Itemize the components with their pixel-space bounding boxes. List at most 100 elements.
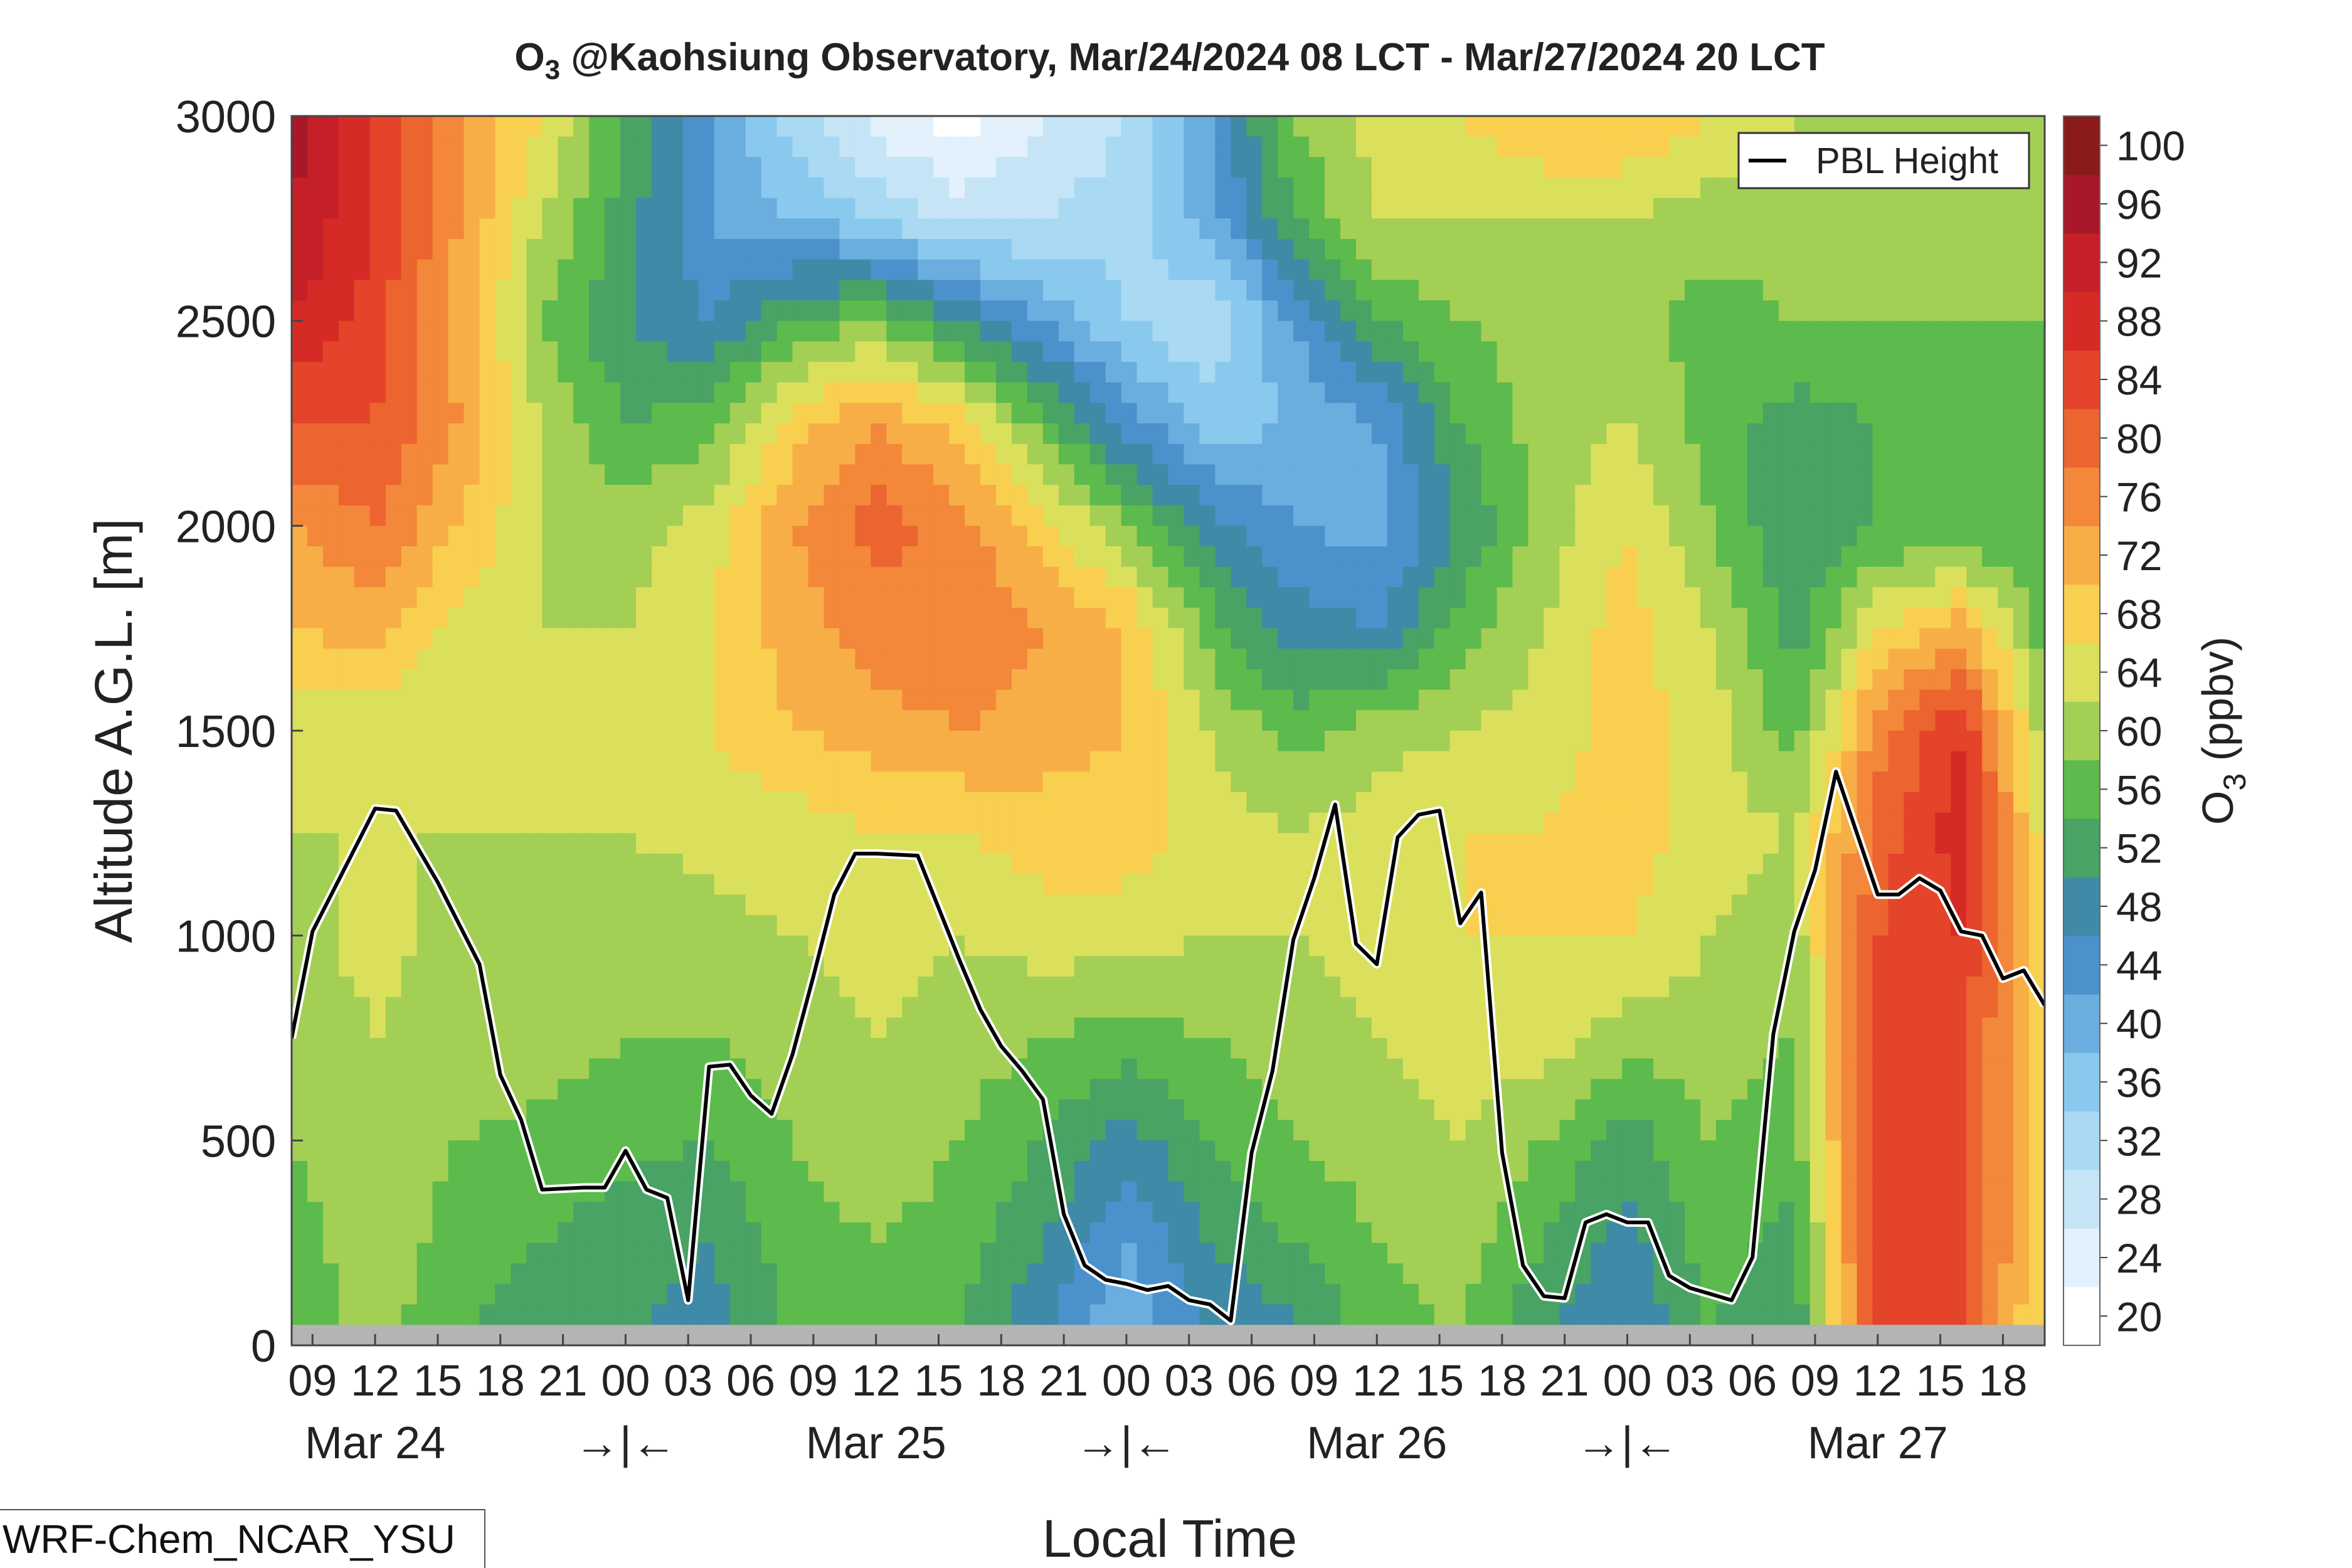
heatmap-cell xyxy=(667,526,684,547)
heatmap-cell xyxy=(636,710,652,731)
heatmap-cell xyxy=(1512,833,1529,854)
heatmap-cell xyxy=(1215,894,1232,916)
heatmap-cell xyxy=(980,628,997,650)
heatmap-cell xyxy=(1841,443,1858,465)
heatmap-cell xyxy=(1496,587,1513,608)
heatmap-cell xyxy=(902,259,919,281)
heatmap-cell xyxy=(1011,566,1028,588)
heatmap-cell xyxy=(698,833,715,854)
heatmap-cell xyxy=(1371,628,1388,650)
heatmap-cell xyxy=(1402,956,1419,977)
heatmap-cell xyxy=(1528,505,1545,527)
heatmap-cell xyxy=(965,587,981,608)
heatmap-cell xyxy=(1215,956,1232,977)
heatmap-cell xyxy=(620,443,637,465)
heatmap-cell xyxy=(542,546,559,568)
heatmap-cell xyxy=(322,1017,339,1039)
heatmap-cell xyxy=(1528,320,1545,342)
heatmap-cell xyxy=(1089,854,1106,875)
heatmap-cell xyxy=(1888,751,1905,773)
heatmap-cell xyxy=(542,894,559,916)
heatmap-cell xyxy=(714,689,731,711)
heatmap-cell xyxy=(1794,464,1811,485)
heatmap-cell xyxy=(980,854,997,875)
heatmap-cell xyxy=(1340,362,1357,383)
heatmap-cell xyxy=(338,956,355,977)
heatmap-cell xyxy=(1355,259,1372,281)
heatmap-cell xyxy=(1575,874,1592,896)
heatmap-cell xyxy=(839,423,856,445)
heatmap-cell xyxy=(1215,710,1232,731)
heatmap-cell xyxy=(839,792,856,813)
heatmap-cell xyxy=(322,116,339,137)
heatmap-cell xyxy=(1121,731,1138,752)
heatmap-cell xyxy=(1058,894,1075,916)
heatmap-cell xyxy=(1951,608,1968,629)
heatmap-cell xyxy=(1638,280,1654,301)
heatmap-cell xyxy=(322,177,339,199)
heatmap-cell xyxy=(1638,771,1654,793)
heatmap-cell xyxy=(385,935,402,957)
heatmap-cell xyxy=(1544,608,1560,629)
heatmap-cell xyxy=(1919,997,1936,1019)
heatmap-cell xyxy=(1496,915,1513,936)
heatmap-cell xyxy=(432,546,449,568)
heatmap-cell xyxy=(1199,239,1216,260)
heatmap-cell xyxy=(1496,403,1513,424)
heatmap-cell xyxy=(995,689,1012,711)
heatmap-cell xyxy=(432,915,449,936)
heatmap-cell xyxy=(511,566,527,588)
heatmap-cell xyxy=(1951,997,1968,1019)
heatmap-cell xyxy=(1355,792,1372,813)
heatmap-cell xyxy=(1262,894,1278,916)
heatmap-cell xyxy=(1293,546,1310,568)
heatmap-cell xyxy=(1184,689,1200,711)
heatmap-cell xyxy=(1278,239,1294,260)
heatmap-cell xyxy=(1857,915,1873,936)
heatmap-cell xyxy=(902,608,919,629)
heatmap-cell xyxy=(1340,320,1357,342)
heatmap-cell xyxy=(448,587,465,608)
heatmap-cell xyxy=(1591,259,1608,281)
heatmap-cell xyxy=(1669,935,1685,957)
heatmap-cell xyxy=(1778,812,1795,834)
heatmap-cell xyxy=(1371,792,1388,813)
heatmap-cell xyxy=(1418,894,1435,916)
heatmap-cell xyxy=(1246,116,1263,137)
heatmap-cell xyxy=(1011,362,1028,383)
heatmap-cell xyxy=(369,177,386,199)
heatmap-cell xyxy=(1966,894,1983,916)
heatmap-cell xyxy=(464,608,480,629)
heatmap-cell xyxy=(1042,792,1059,813)
heatmap-cell xyxy=(292,320,308,342)
heatmap-cell xyxy=(620,935,637,957)
heatmap-cell xyxy=(1919,423,1936,445)
heatmap-cell xyxy=(385,443,402,465)
heatmap-cell xyxy=(1809,423,1826,445)
heatmap-cell xyxy=(1622,177,1638,199)
heatmap-cell xyxy=(1794,710,1811,731)
heatmap-cell xyxy=(667,136,684,158)
heatmap-cell xyxy=(1168,280,1185,301)
heatmap-cell xyxy=(605,977,621,998)
heatmap-cell xyxy=(1778,792,1795,813)
heatmap-cell xyxy=(1528,116,1545,137)
heatmap-cell xyxy=(1278,894,1294,916)
heatmap-cell xyxy=(416,485,433,506)
heatmap-cell xyxy=(1309,566,1325,588)
heatmap-cell xyxy=(1966,485,1983,506)
heatmap-cell xyxy=(605,443,621,465)
heatmap-cell xyxy=(1747,854,1764,875)
heatmap-cell xyxy=(1325,280,1341,301)
heatmap-cell xyxy=(965,935,981,957)
heatmap-cell xyxy=(1496,198,1513,220)
heatmap-cell xyxy=(1669,915,1685,936)
heatmap-cell xyxy=(1731,771,1748,793)
heatmap-cell xyxy=(839,956,856,977)
heatmap-cell xyxy=(714,505,731,527)
heatmap-cell xyxy=(698,935,715,957)
heatmap-cell xyxy=(682,669,699,691)
heatmap-cell xyxy=(855,157,872,178)
heatmap-cell xyxy=(1402,608,1419,629)
heatmap-cell xyxy=(1434,956,1451,977)
